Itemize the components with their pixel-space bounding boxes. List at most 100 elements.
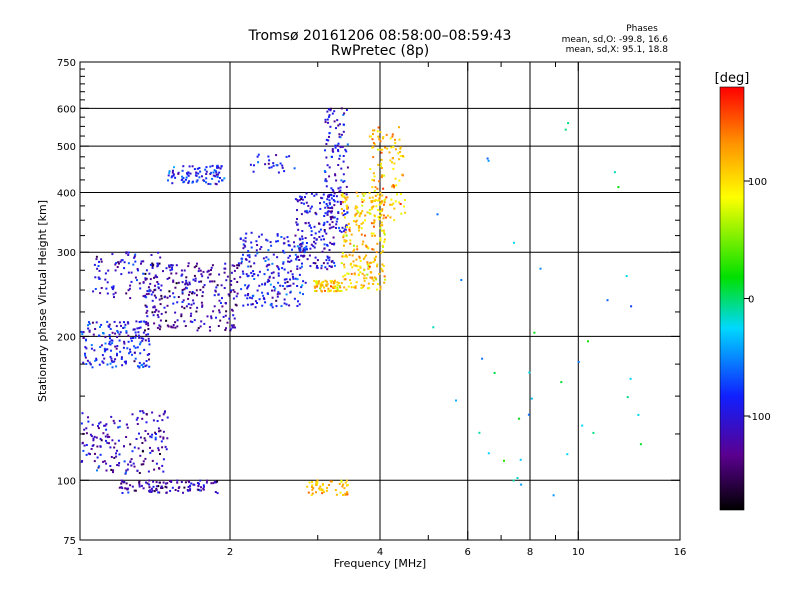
data-point <box>336 217 339 220</box>
data-point <box>355 223 358 226</box>
data-point <box>503 459 505 462</box>
data-point <box>257 153 260 156</box>
data-point <box>112 469 115 472</box>
data-point <box>304 237 307 239</box>
data-point <box>270 272 273 275</box>
data-point <box>346 196 349 199</box>
data-point <box>173 166 175 169</box>
data-point <box>220 165 223 168</box>
data-point <box>116 336 119 338</box>
data-point <box>205 170 208 173</box>
data-point <box>343 263 346 266</box>
data-point <box>177 489 180 492</box>
data-point <box>319 488 322 491</box>
data-point <box>170 176 173 179</box>
data-point <box>88 330 91 333</box>
data-point <box>246 303 249 306</box>
data-point <box>187 480 190 482</box>
data-point <box>172 302 175 305</box>
data-point <box>92 439 95 442</box>
data-point <box>373 257 376 260</box>
data-point <box>209 165 212 168</box>
data-point <box>376 199 379 202</box>
data-point <box>323 238 325 241</box>
data-point <box>374 194 377 197</box>
data-point <box>98 269 101 272</box>
data-point <box>214 175 217 178</box>
data-point <box>335 127 337 130</box>
data-point <box>130 337 132 340</box>
data-point <box>114 291 117 294</box>
data-point <box>378 199 381 202</box>
data-point <box>127 334 130 337</box>
data-point <box>158 324 161 327</box>
data-point <box>328 193 331 196</box>
data-point <box>97 425 99 428</box>
data-point <box>82 449 85 452</box>
data-point <box>379 148 382 151</box>
data-point <box>110 286 113 289</box>
data-point <box>373 199 376 202</box>
data-point <box>118 339 121 342</box>
data-point <box>280 305 283 308</box>
data-point <box>339 286 342 289</box>
data-point <box>282 261 285 264</box>
data-point <box>328 249 331 251</box>
data-point <box>242 239 245 242</box>
data-point <box>118 425 121 428</box>
data-point <box>343 216 346 219</box>
data-point <box>357 274 360 277</box>
data-point <box>334 173 336 176</box>
data-point <box>267 155 270 158</box>
data-point <box>208 326 211 329</box>
data-point <box>345 288 348 291</box>
data-point <box>344 481 347 484</box>
data-point <box>336 283 339 286</box>
data-point <box>147 322 149 325</box>
data-point <box>150 436 153 439</box>
data-point <box>398 179 401 182</box>
data-point <box>113 296 115 299</box>
data-point <box>170 264 173 267</box>
data-point <box>247 250 250 253</box>
data-point <box>307 204 310 207</box>
data-point <box>381 148 384 151</box>
data-point <box>305 209 308 212</box>
data-point <box>202 270 205 273</box>
data-point <box>118 453 121 456</box>
data-point <box>156 326 159 329</box>
data-point <box>274 287 277 290</box>
data-point <box>154 436 157 439</box>
data-point <box>184 481 187 484</box>
data-point <box>139 326 142 329</box>
data-point <box>343 180 346 182</box>
data-point <box>129 284 132 287</box>
data-point <box>254 306 257 309</box>
data-point <box>158 262 161 265</box>
data-point <box>196 482 199 484</box>
data-point <box>350 272 353 275</box>
data-point <box>126 423 128 426</box>
data-point <box>193 483 196 486</box>
data-point <box>236 281 239 283</box>
data-point <box>133 360 136 363</box>
data-point <box>250 231 253 234</box>
data-point <box>114 358 117 361</box>
data-point <box>154 284 156 287</box>
data-point <box>289 291 292 294</box>
data-point <box>342 113 345 116</box>
data-point <box>136 416 139 419</box>
data-point <box>103 460 106 463</box>
data-point <box>382 217 385 220</box>
data-point <box>229 291 232 294</box>
data-point <box>154 438 157 441</box>
data-point <box>259 248 262 251</box>
data-point <box>145 323 148 326</box>
data-point <box>149 289 152 292</box>
data-point <box>323 229 326 231</box>
data-point <box>381 250 384 253</box>
data-point <box>166 437 169 440</box>
data-point <box>198 267 201 270</box>
data-point <box>366 261 369 264</box>
data-point <box>383 199 386 202</box>
